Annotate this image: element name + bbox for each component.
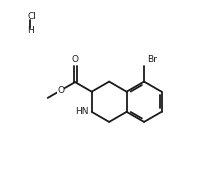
Text: H: H <box>27 26 34 35</box>
Text: HN: HN <box>75 107 89 116</box>
Text: O: O <box>57 86 64 95</box>
Text: Br: Br <box>148 55 157 64</box>
Text: Cl: Cl <box>27 12 36 21</box>
Text: O: O <box>72 55 79 64</box>
